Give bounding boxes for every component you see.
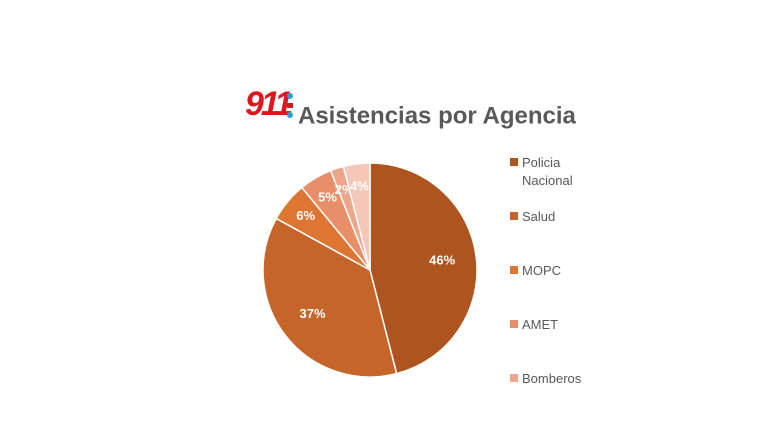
logo-icon — [287, 93, 293, 99]
legend-swatch — [510, 320, 518, 328]
pie-slice — [369, 162, 478, 375]
legend: Policia Nacional Salud MOPC AMET Bomberos — [510, 154, 600, 424]
legend-label: MOPC — [522, 263, 561, 278]
slice-label: 46% — [429, 252, 455, 267]
logo: 911 — [245, 85, 292, 123]
slice-label: 37% — [299, 306, 325, 321]
legend-item: Bomberos — [510, 370, 600, 424]
legend-label: Salud — [522, 209, 556, 224]
pie-slice — [342, 162, 371, 271]
pie-slice — [262, 217, 398, 378]
legend-item: MOPC — [510, 262, 600, 316]
slice-label: 4% — [350, 179, 369, 194]
chart-title: Asistencias por Agencia — [298, 102, 577, 129]
legend-swatch — [510, 266, 518, 274]
legend-label: AMET — [522, 317, 559, 332]
slice-label: 5% — [318, 190, 337, 205]
legend-label: Policia Nacional — [522, 155, 573, 188]
legend-swatch — [510, 212, 518, 220]
logo-icon — [287, 112, 293, 118]
legend-item: AMET — [510, 316, 600, 370]
legend-item: Salud — [510, 208, 600, 262]
legend-swatch — [510, 158, 518, 166]
legend-label: Bomberos — [522, 371, 582, 386]
legend-item: Policia Nacional — [510, 154, 600, 208]
slice-label: 6% — [296, 208, 315, 223]
legend-swatch — [510, 374, 518, 382]
logo-icon — [287, 103, 293, 108]
